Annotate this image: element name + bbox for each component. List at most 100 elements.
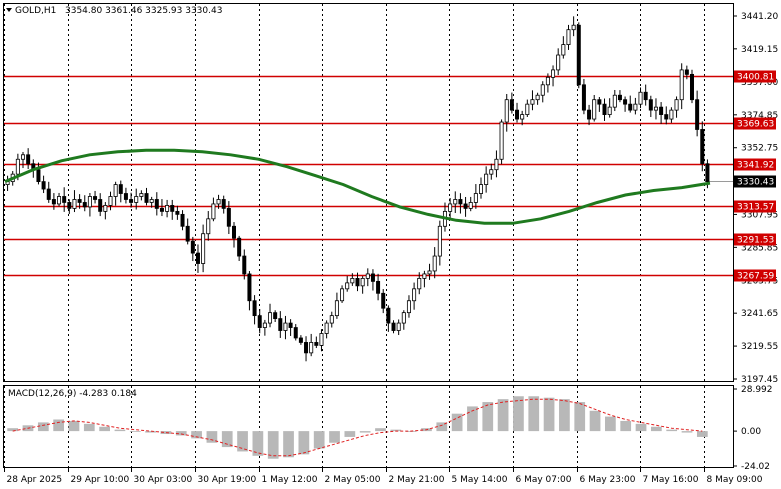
candle-body bbox=[211, 203, 216, 220]
macd-bar bbox=[390, 429, 402, 432]
macd-bar bbox=[559, 399, 570, 432]
macd-tick-label: 0.00 bbox=[741, 427, 761, 437]
candle-body bbox=[129, 199, 134, 203]
candle-body bbox=[612, 94, 617, 108]
x-tick-label: 2 May 05:00 bbox=[325, 475, 381, 485]
candle-body bbox=[432, 255, 437, 272]
candle-body bbox=[401, 312, 406, 324]
macd-bar bbox=[528, 396, 540, 432]
candle-body bbox=[319, 333, 324, 346]
candle-body bbox=[592, 99, 597, 120]
candle-body bbox=[396, 322, 401, 331]
macd-bar bbox=[252, 431, 264, 456]
candle-body bbox=[154, 199, 159, 209]
level-tag-label: 3369.63 bbox=[737, 120, 774, 130]
candle-body bbox=[283, 322, 288, 331]
y-tick-label: 3307.95 bbox=[741, 210, 778, 220]
candle-body bbox=[170, 205, 175, 212]
level-tag bbox=[734, 269, 776, 282]
candle-body bbox=[679, 69, 684, 101]
chart-header: GOLD,H1 3354.80 3361.46 3325.93 3330.43 bbox=[6, 6, 222, 16]
macd-bar bbox=[635, 423, 647, 432]
candle-body bbox=[463, 203, 468, 209]
candle-body bbox=[448, 203, 453, 212]
candle-body bbox=[515, 109, 520, 120]
macd-bar bbox=[605, 416, 616, 432]
level-tag bbox=[734, 117, 776, 130]
dropdown-triangle-icon[interactable] bbox=[6, 8, 12, 12]
level-tag bbox=[734, 233, 776, 246]
candle-body bbox=[484, 173, 489, 185]
candle-body bbox=[360, 278, 365, 287]
x-tick-label: 6 May 23:00 bbox=[580, 475, 636, 485]
candle-body bbox=[520, 114, 525, 120]
macd-bar bbox=[221, 431, 233, 448]
candle-body bbox=[602, 103, 607, 115]
signal-line bbox=[12, 398, 703, 457]
macd-bar bbox=[681, 431, 693, 433]
candle-body bbox=[504, 99, 509, 123]
macd-bar bbox=[436, 422, 448, 432]
candle-body bbox=[391, 322, 396, 331]
macd-label: MACD(12,26,9) -4.283 0.184 bbox=[8, 389, 137, 399]
candle-body bbox=[648, 99, 653, 111]
candles bbox=[5, 16, 710, 362]
candle-body bbox=[237, 237, 242, 257]
candle-body bbox=[530, 99, 535, 105]
candle-body bbox=[340, 288, 345, 302]
candle-body bbox=[386, 307, 391, 324]
candle-body bbox=[190, 240, 195, 254]
candle-body bbox=[180, 213, 185, 227]
level-tag-label: 3313.57 bbox=[737, 203, 774, 213]
candle-body bbox=[417, 278, 422, 290]
candle-body bbox=[268, 312, 273, 324]
candle-body bbox=[576, 24, 581, 86]
candle-body bbox=[628, 103, 633, 111]
candle-body bbox=[607, 106, 612, 115]
macd-bar bbox=[129, 431, 141, 432]
candle-body bbox=[304, 342, 309, 354]
candle-body bbox=[195, 252, 200, 264]
candle-body bbox=[489, 169, 494, 175]
candle-body bbox=[494, 158, 499, 171]
candle-body bbox=[252, 300, 257, 317]
time-axis: 28 Apr 2025 29 Apr 10:00 30 Apr 03:00 30 Ap… bbox=[4, 468, 763, 485]
y-tick-label: 3285.85 bbox=[741, 243, 778, 253]
macd-bar bbox=[482, 402, 494, 432]
candle-body bbox=[72, 199, 77, 209]
candle-body bbox=[473, 193, 478, 203]
candle-body bbox=[118, 184, 123, 194]
candle-body bbox=[26, 154, 31, 165]
macd-bar bbox=[359, 431, 371, 433]
candle-body bbox=[93, 196, 98, 200]
candle-body bbox=[597, 99, 602, 105]
x-tick-label: 6 May 07:00 bbox=[516, 475, 572, 485]
macd-bar bbox=[206, 431, 218, 443]
candle-body bbox=[545, 76, 550, 86]
candle-body bbox=[165, 205, 170, 212]
level-tag bbox=[734, 70, 776, 83]
macd-tick-label: -24.02 bbox=[741, 462, 770, 472]
candle-body bbox=[67, 202, 72, 209]
x-tick-label: 2 May 21:00 bbox=[389, 475, 445, 485]
candle-body bbox=[334, 300, 339, 317]
level-tag bbox=[734, 200, 776, 213]
candle-body bbox=[453, 199, 458, 205]
candle-body bbox=[412, 288, 417, 302]
candle-body bbox=[381, 292, 386, 309]
candle-body bbox=[278, 318, 283, 331]
macd-bar bbox=[114, 429, 126, 432]
candle-body bbox=[653, 106, 658, 111]
candle-body bbox=[226, 208, 231, 227]
level-tag-label: 3400.81 bbox=[737, 73, 774, 83]
candle-body bbox=[674, 99, 679, 111]
macd-bar bbox=[513, 396, 524, 432]
candle-body bbox=[684, 69, 689, 75]
candle-body bbox=[458, 199, 463, 205]
candle-body bbox=[134, 196, 139, 203]
candle-body bbox=[87, 196, 92, 208]
macd-bar bbox=[283, 431, 294, 458]
candle-body bbox=[324, 322, 329, 334]
